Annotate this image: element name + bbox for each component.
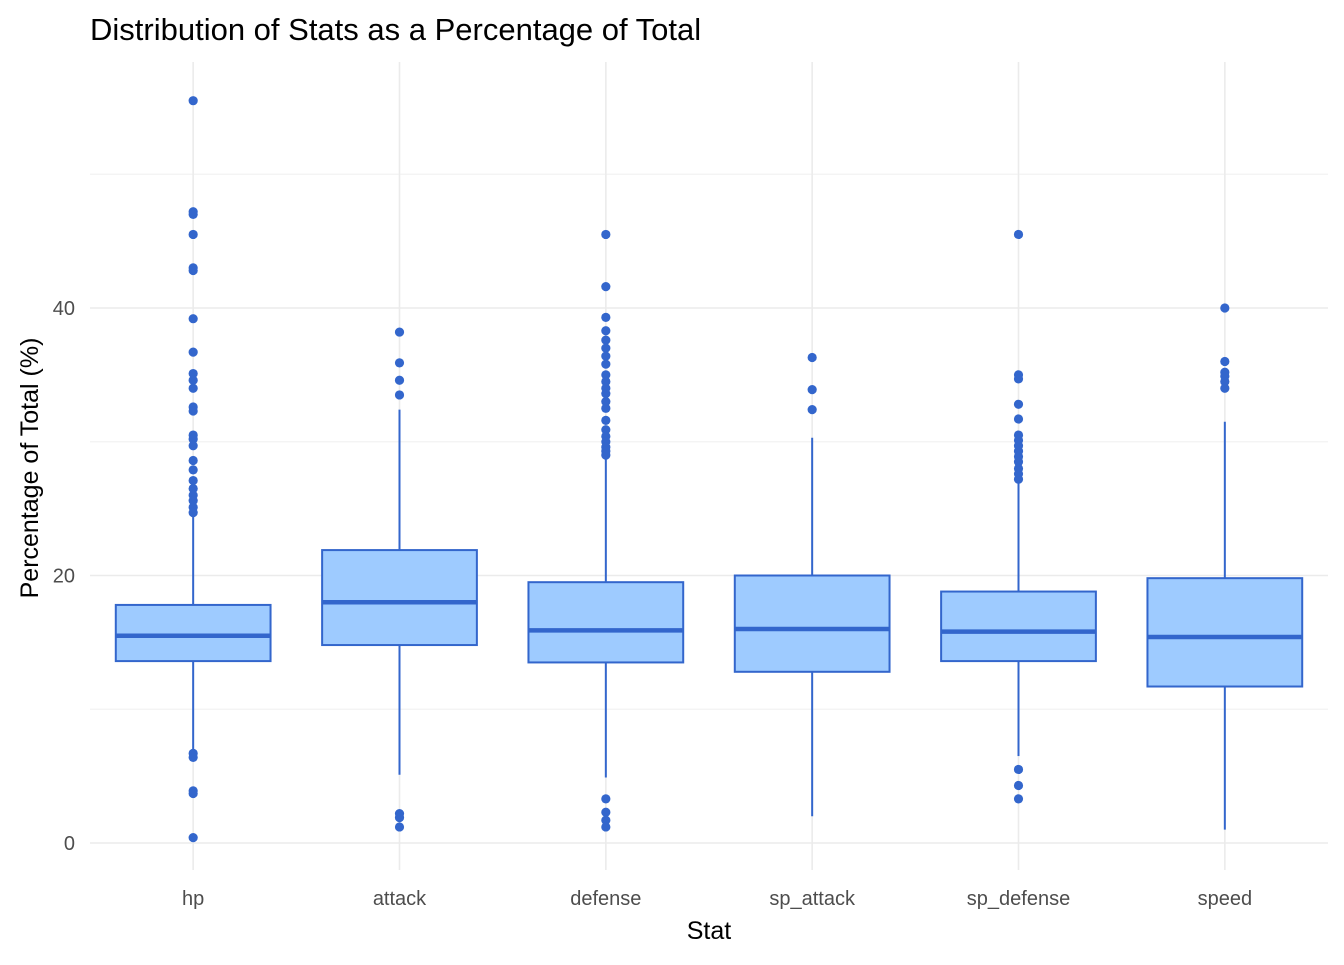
- outlier-point: [1013, 229, 1024, 240]
- outlier-point: [1220, 383, 1230, 393]
- x-axis-title: Stat: [687, 917, 732, 945]
- outlier-point: [188, 483, 198, 494]
- outlier-point: [188, 314, 198, 324]
- chart-title: Distribution of Stats as a Percentage of…: [90, 12, 701, 47]
- outlier-point: [188, 434, 198, 444]
- outlier-point: [601, 389, 611, 399]
- y-tick-label: 0: [64, 833, 75, 855]
- box-hp: [114, 96, 272, 843]
- outlier-point: [601, 450, 611, 460]
- outlier-point: [1220, 303, 1230, 313]
- outlier-point: [1220, 376, 1230, 387]
- box-speed: [1146, 303, 1304, 830]
- x-axis-ticks: hp attack defense sp_attack sp_defense speed: [182, 888, 1252, 910]
- outlier-point: [601, 425, 611, 435]
- outlier-point: [1013, 794, 1024, 804]
- outlier-point: [1220, 356, 1230, 367]
- outlier-point: [188, 229, 198, 240]
- outlier-point: [601, 376, 611, 387]
- iqr-box: [940, 590, 1097, 663]
- iqr-box: [321, 549, 478, 647]
- x-tick-label: attack: [373, 888, 427, 910]
- y-tick-label: 40: [53, 298, 75, 320]
- outlier-point: [394, 390, 405, 400]
- outlier-point: [188, 209, 198, 219]
- outlier-point: [1013, 474, 1024, 484]
- x-tick-label: defense: [570, 888, 641, 910]
- outlier-point: [601, 229, 611, 240]
- box-series: [114, 96, 1304, 843]
- outlier-point: [188, 375, 198, 385]
- outlier-point: [601, 312, 611, 322]
- outlier-point: [188, 96, 198, 106]
- outlier-point: [601, 815, 611, 825]
- y-axis-title: Percentage of Total (%): [16, 338, 44, 599]
- outlier-point: [394, 812, 405, 823]
- outlier-point: [188, 455, 198, 466]
- outlier-point: [601, 794, 611, 804]
- outlier-point: [1013, 374, 1024, 384]
- outlier-point: [188, 347, 198, 357]
- outlier-point: [1013, 780, 1024, 791]
- iqr-box: [733, 574, 891, 673]
- outlier-point: [601, 359, 611, 369]
- box-attack: [321, 327, 478, 832]
- outlier-point: [601, 415, 611, 425]
- outlier-point: [1013, 399, 1024, 409]
- outlier-point: [601, 343, 611, 353]
- outlier-point: [188, 265, 198, 276]
- outlier-point: [188, 406, 198, 416]
- iqr-box: [1146, 577, 1304, 688]
- outlier-point: [188, 475, 198, 486]
- y-tick-label: 20: [53, 566, 75, 588]
- outlier-point: [601, 282, 611, 292]
- outlier-point: [807, 384, 817, 395]
- outlier-point: [188, 465, 198, 475]
- outlier-point: [188, 368, 198, 379]
- outlier-point: [601, 822, 611, 832]
- x-tick-label: hp: [182, 888, 204, 910]
- iqr-box: [114, 603, 272, 663]
- outlier-point: [601, 351, 611, 361]
- x-tick-label: sp_attack: [769, 888, 856, 910]
- outlier-point: [1013, 764, 1024, 775]
- outlier-point: [188, 496, 198, 506]
- box-sp_attack: [733, 352, 891, 817]
- outlier-point: [601, 326, 611, 336]
- outlier-point: [188, 752, 198, 763]
- outlier-point: [601, 335, 611, 345]
- box-defense: [527, 229, 685, 832]
- outlier-point: [601, 370, 611, 380]
- box-sp_defense: [940, 229, 1097, 804]
- outlier-point: [188, 383, 198, 393]
- outlier-point: [394, 327, 405, 337]
- outlier-point: [601, 403, 611, 413]
- outlier-point: [394, 822, 405, 832]
- outlier-point: [394, 358, 405, 368]
- x-tick-label: speed: [1198, 888, 1253, 910]
- outlier-point: [601, 397, 611, 407]
- outlier-point: [188, 441, 198, 451]
- y-axis-ticks: 0 20 40: [53, 298, 75, 855]
- outlier-point: [1013, 414, 1024, 424]
- outlier-point: [1013, 457, 1024, 467]
- x-tick-label: sp_defense: [967, 888, 1070, 910]
- outlier-point: [188, 833, 198, 843]
- outlier-point: [601, 807, 611, 817]
- iqr-box: [527, 581, 685, 664]
- outlier-point: [807, 352, 817, 363]
- outlier-point: [188, 788, 198, 799]
- grid: [90, 62, 1328, 870]
- outlier-point: [394, 375, 405, 385]
- outlier-point: [188, 508, 198, 518]
- outlier-point: [807, 405, 817, 415]
